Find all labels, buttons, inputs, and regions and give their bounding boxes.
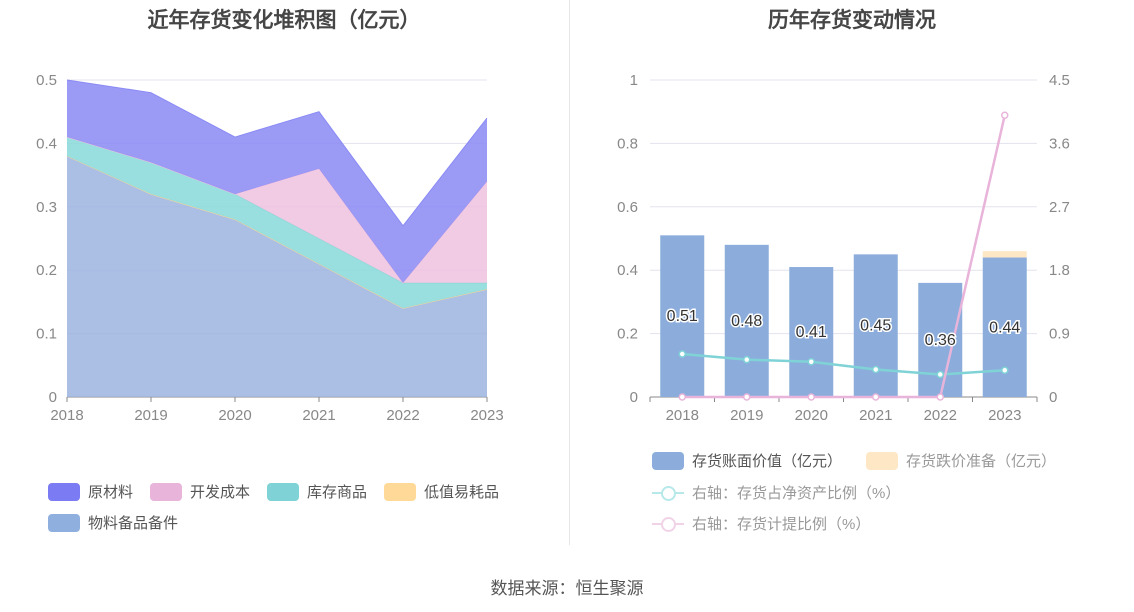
right-chart-title: 历年存货变动情况 <box>768 9 936 32</box>
left-x-tick-label: 2023 <box>470 407 503 424</box>
line-point-1 <box>743 393 751 401</box>
legend-item-provision-ratio[interactable]: 右轴：存货计提比例（%） <box>652 513 870 534</box>
line-point-1 <box>872 393 880 401</box>
data-source-note: 数据来源：恒生聚源 <box>490 579 644 598</box>
line-point-1 <box>807 393 815 401</box>
area-series-edge-1 <box>66 155 488 309</box>
area-series-0 <box>67 156 487 397</box>
right-y2-tick-label: 0 <box>1049 389 1057 406</box>
legend-item-book-value[interactable]: 存货账面价值（亿元） <box>652 450 842 471</box>
bar-data-label: 0.45 <box>860 318 891 335</box>
legend-label: 存货跌价准备（亿元） <box>906 453 1057 470</box>
line-point-1 <box>1001 111 1009 119</box>
panel-divider <box>569 0 570 545</box>
bar-data-label: 0.51 <box>667 308 698 325</box>
left-x-tick-label: 2021 <box>302 407 335 424</box>
left-y-tick-label: 0.3 <box>36 199 57 216</box>
legend-item-spare-parts[interactable]: 物料备品备件 <box>48 512 178 533</box>
right-x-tick-label: 2020 <box>795 407 828 424</box>
line-point-0 <box>743 355 751 364</box>
right-x-tick-label: 2023 <box>988 407 1021 424</box>
area-series-4 <box>67 80 487 283</box>
bar-data-label: 0.41 <box>796 324 827 341</box>
right-x-tick-label: 2021 <box>859 407 892 424</box>
legend-line-swatch <box>652 515 684 533</box>
bar-impairment <box>982 251 1027 258</box>
bar-book-value <box>660 235 705 397</box>
left-y-tick-label: 0.4 <box>36 135 57 152</box>
legend-label: 库存商品 <box>307 484 368 501</box>
right-y-tick-label: 1 <box>630 72 638 89</box>
legend-swatch <box>150 482 182 501</box>
legend-swatch <box>267 482 299 501</box>
line-point-1 <box>678 393 686 401</box>
bar-book-value <box>724 244 769 397</box>
left-y-tick-label: 0 <box>49 389 57 406</box>
legend-item-raw-materials[interactable]: 原材料 <box>48 481 133 502</box>
right-y2-tick-label: 2.7 <box>1049 199 1070 216</box>
right-x-tick-label: 2019 <box>730 407 763 424</box>
right-y-tick-label: 0 <box>630 389 638 406</box>
area-series-3 <box>67 137 487 283</box>
right-y-tick-label: 0.2 <box>617 326 638 343</box>
legend-swatch <box>866 451 898 470</box>
left-chart-title: 近年存货变化堆积图（亿元） <box>147 9 421 32</box>
line-point-1 <box>936 393 944 401</box>
line-point-0 <box>936 370 944 379</box>
legend-label: 低值易耗品 <box>424 484 500 501</box>
legend-line-swatch <box>652 484 684 502</box>
left-y-tick-label: 0.2 <box>36 262 57 279</box>
legend-label: 存货账面价值（亿元） <box>692 453 843 470</box>
left-x-tick-label: 2022 <box>386 407 419 424</box>
legend-swatch <box>384 482 416 501</box>
legend-item-development-cost[interactable]: 开发成本 <box>150 481 250 502</box>
line-point-0 <box>678 350 686 358</box>
legend-label: 开发成本 <box>190 484 251 501</box>
line-point-0 <box>872 365 880 374</box>
right-y2-tick-label: 1.8 <box>1049 262 1070 279</box>
legend-swatch <box>48 513 80 532</box>
line-point-0 <box>1001 366 1009 374</box>
right-y2-tick-label: 0.9 <box>1049 326 1070 343</box>
legend-swatch <box>48 482 80 501</box>
legend-item-net-asset-ratio[interactable]: 右轴：存货占净资产比例（%） <box>652 482 900 503</box>
right-y-tick-label: 0.6 <box>617 199 638 216</box>
right-y2-tick-label: 3.6 <box>1049 135 1070 152</box>
left-y-tick-label: 0.5 <box>36 72 57 89</box>
right-y-tick-label: 0.8 <box>617 135 638 152</box>
right-y-tick-label: 0.4 <box>617 262 638 279</box>
left-y-tick-label: 0.1 <box>36 326 57 343</box>
legend-label: 物料备品备件 <box>88 515 179 532</box>
left-x-tick-label: 2019 <box>134 407 167 424</box>
area-series-edge-4 <box>66 79 488 227</box>
legend-label: 右轴：存货占净资产比例（%） <box>692 485 901 502</box>
legend-label: 原材料 <box>88 484 134 501</box>
right-x-tick-label: 2022 <box>924 407 957 424</box>
line-point-0 <box>807 358 815 366</box>
bar-book-value <box>789 267 834 397</box>
bar-data-label: 0.36 <box>925 332 956 349</box>
legend-item-low-value-consumables[interactable]: 低值易耗品 <box>384 481 499 502</box>
charts-canvas: 0 0.1 0.2 0.3 0.4 0.5 2018 2019 2020 2021 2022 2023… <box>36 72 1070 424</box>
left-x-tick-label: 2018 <box>50 407 83 424</box>
area-series-2 <box>67 137 487 309</box>
legend-item-impairment[interactable]: 存货跌价准备（亿元） <box>866 450 1056 471</box>
legend-item-inventory-goods[interactable]: 库存商品 <box>267 481 367 502</box>
bar-data-label: 0.48 <box>731 313 762 330</box>
left-x-tick-label: 2020 <box>218 407 251 424</box>
right-y2-tick-label: 4.5 <box>1049 72 1070 89</box>
right-x-tick-label: 2018 <box>666 407 699 424</box>
legend-swatch <box>652 451 684 470</box>
line-series-1 <box>682 114 1006 399</box>
line-series-0 <box>682 352 1005 376</box>
legend-label: 右轴：存货计提比例（%） <box>692 516 871 533</box>
bar-data-label: 0.44 <box>989 319 1020 336</box>
